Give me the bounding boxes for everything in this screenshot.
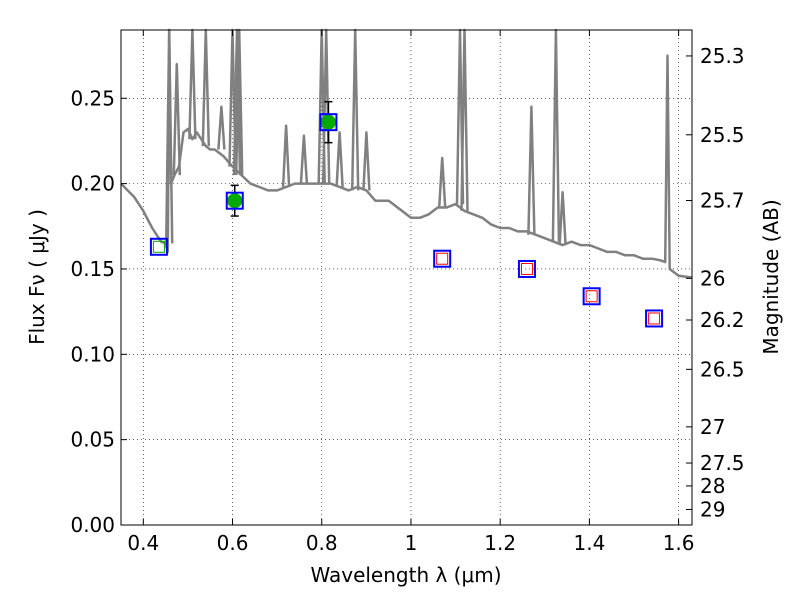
y-tick-label: 0.15 <box>70 257 115 281</box>
emission-line <box>551 28 561 242</box>
emission-line <box>217 105 226 150</box>
measured-point <box>227 193 243 209</box>
model-square <box>319 113 338 132</box>
x-tick-label: 0.8 <box>306 531 338 555</box>
right-tick-label: 29 <box>700 497 725 521</box>
inner-square <box>520 262 533 275</box>
x-tick-label: 1.2 <box>484 531 516 555</box>
right-tick-label: 25.5 <box>700 123 745 147</box>
x-axis-label: Wavelength λ (μm) <box>310 563 501 587</box>
emission-line <box>172 62 182 176</box>
grid <box>121 30 692 526</box>
emission-line <box>350 28 360 191</box>
right-tick-label: 25.3 <box>700 44 745 68</box>
y-tick-label: 0.00 <box>70 513 115 537</box>
right-tick-label: 25.7 <box>700 189 745 213</box>
y-axis-left: 0.00 0.05 0.10 0.15 0.20 0.25 <box>70 86 127 537</box>
right-tick-label: 28 <box>700 474 725 498</box>
emission-line <box>188 28 197 140</box>
right-tick-label: 26.2 <box>700 308 745 332</box>
inner-square <box>152 240 165 253</box>
inner-square <box>436 252 449 265</box>
right-tick-label: 26.5 <box>700 357 745 381</box>
model-square <box>645 309 664 328</box>
model-square <box>433 249 452 268</box>
spectrum-line <box>120 28 693 279</box>
spectrum-layer <box>120 28 693 279</box>
y-tick-label: 0.05 <box>70 428 115 452</box>
emission-line <box>527 105 536 235</box>
x-tick-label: 1.6 <box>663 531 695 555</box>
right-tick-label: 27.5 <box>700 451 745 475</box>
x-tick-label: 1 <box>405 531 418 555</box>
emission-line <box>362 131 371 191</box>
y-tick-label: 0.20 <box>70 172 115 196</box>
emission-line <box>201 28 211 147</box>
right-tick-label: 27 <box>700 415 725 439</box>
model-square <box>225 191 244 210</box>
emission-line <box>558 190 567 246</box>
model-square <box>149 237 168 256</box>
inner-square <box>585 290 598 303</box>
y-axis-right-label: Magnitude (AB) <box>759 199 783 354</box>
x-tick-label: 0.4 <box>127 531 159 555</box>
emission-line <box>460 28 469 211</box>
measured-point <box>320 114 336 130</box>
emission-line <box>437 156 447 208</box>
x-tick-label: 1.4 <box>573 531 605 555</box>
y-tick-label: 0.25 <box>70 86 115 110</box>
inner-square <box>648 312 661 325</box>
x-axis: 0.4 0.6 0.8 1 1.2 1.4 1.6 <box>127 30 695 555</box>
model-square <box>517 259 536 278</box>
plot-frame <box>120 29 693 526</box>
y-tick-label: 0.10 <box>70 342 115 366</box>
x-tick-label: 0.6 <box>217 531 249 555</box>
right-tick-label: 26 <box>700 266 725 290</box>
emission-line <box>299 134 309 184</box>
model-square <box>582 287 601 306</box>
y-axis-label: Flux Fν ( μJy ) <box>25 209 49 345</box>
points-layer <box>149 100 664 328</box>
emission-line <box>281 124 291 188</box>
emission-line <box>335 131 344 188</box>
